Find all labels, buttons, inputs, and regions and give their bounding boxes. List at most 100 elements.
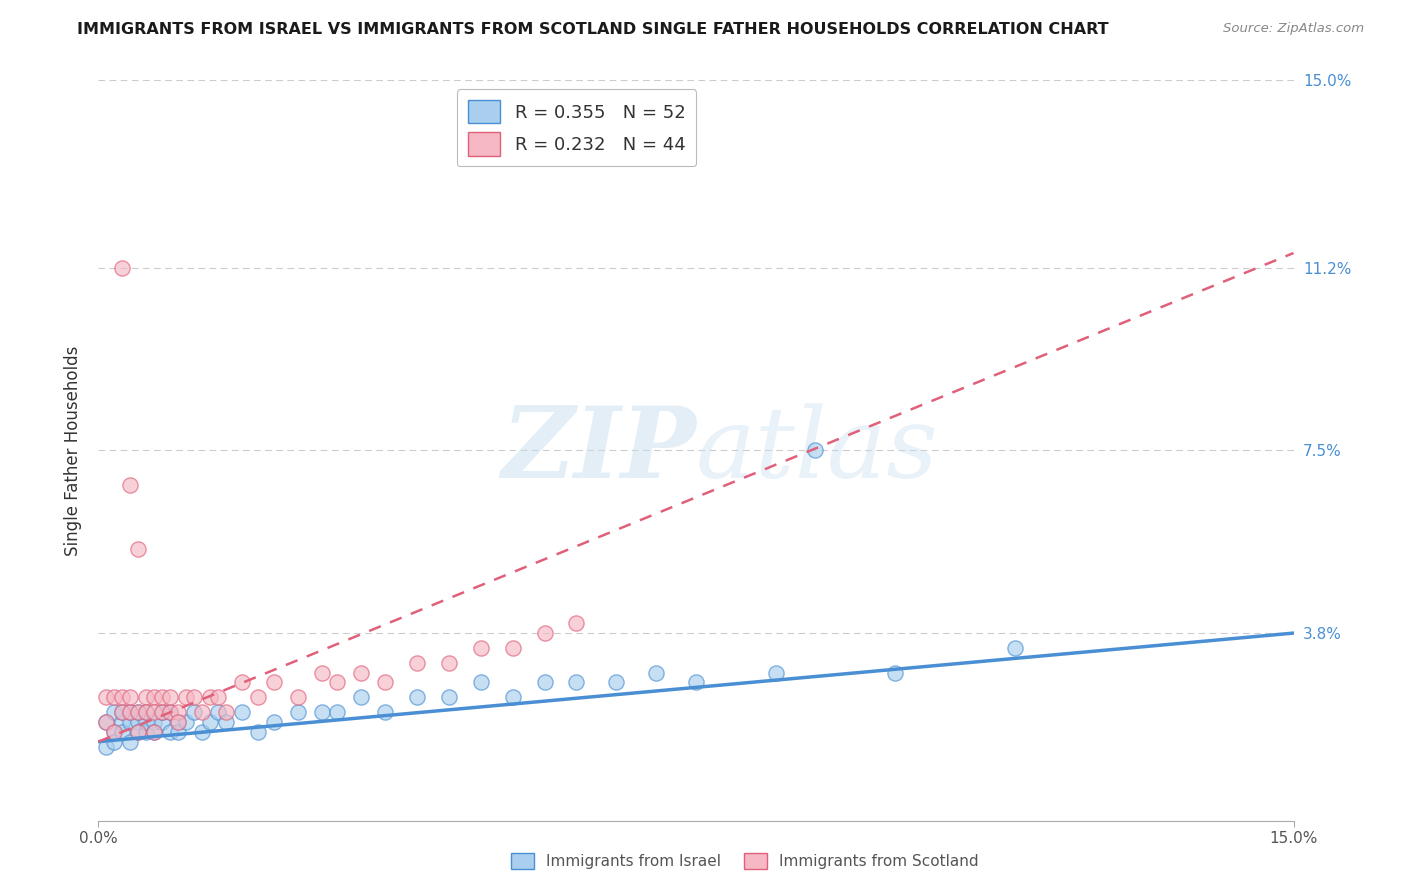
Point [103,724,125,739]
Point [120,714,142,729]
Point [103,690,125,705]
Point [246,690,269,705]
Point [207,705,229,719]
Point [150,690,173,705]
Point [150,714,173,729]
Point [111,714,134,729]
Point [127,542,149,557]
Point [191,705,214,719]
Point [565,675,588,690]
Point [326,705,349,719]
Point [311,705,333,719]
Point [143,724,166,739]
Point [884,665,907,680]
Point [159,690,181,705]
Text: Source: ZipAtlas.com: Source: ZipAtlas.com [1223,22,1364,36]
Point [311,665,333,680]
Point [350,690,373,705]
Point [120,690,142,705]
Text: ZIP: ZIP [501,402,696,499]
Point [765,665,787,680]
Point [103,724,125,739]
Point [96,739,118,754]
Text: IMMIGRANTS FROM ISRAEL VS IMMIGRANTS FROM SCOTLAND SINGLE FATHER HOUSEHOLDS CORR: IMMIGRANTS FROM ISRAEL VS IMMIGRANTS FRO… [77,22,1109,37]
Point [127,724,149,739]
Point [374,705,396,719]
Point [263,675,285,690]
Point [159,705,181,719]
Point [437,690,460,705]
Point [685,675,707,690]
Point [143,724,166,739]
Point [406,656,429,670]
Point [143,690,166,705]
Point [533,626,555,640]
Point [437,656,460,670]
Point [127,724,149,739]
Point [120,705,142,719]
Point [103,734,125,748]
Point [174,690,197,705]
Point [150,705,173,719]
Point [143,705,166,719]
Point [231,675,253,690]
Point [159,705,181,719]
Point [96,714,118,729]
Point [111,724,134,739]
Legend: Immigrants from Israel, Immigrants from Scotland: Immigrants from Israel, Immigrants from … [505,847,986,875]
Point [198,690,221,705]
Point [150,705,173,719]
Point [111,690,134,705]
Legend: R = 0.355   N = 52, R = 0.232   N = 44: R = 0.355 N = 52, R = 0.232 N = 44 [457,89,696,167]
Point [470,640,492,655]
Point [111,260,134,275]
Point [231,705,253,719]
Point [120,705,142,719]
Point [207,690,229,705]
Point [502,640,524,655]
Point [287,690,309,705]
Point [135,705,157,719]
Point [174,714,197,729]
Point [167,724,190,739]
Point [406,690,429,705]
Point [502,690,524,705]
Point [191,724,214,739]
Point [565,616,588,631]
Point [645,665,668,680]
Point [804,443,827,458]
Point [135,724,157,739]
Point [326,675,349,690]
Point [605,675,627,690]
Point [111,705,134,719]
Point [143,714,166,729]
Point [135,690,157,705]
Point [215,705,238,719]
Point [103,705,125,719]
Point [533,675,555,690]
Y-axis label: Single Father Households: Single Father Households [63,345,82,556]
Point [350,665,373,680]
Point [183,690,205,705]
Point [1004,640,1026,655]
Point [183,705,205,719]
Point [127,714,149,729]
Point [167,714,190,729]
Point [167,705,190,719]
Point [96,714,118,729]
Point [287,705,309,719]
Point [374,675,396,690]
Point [111,705,134,719]
Point [127,705,149,719]
Point [96,690,118,705]
Point [135,705,157,719]
Point [167,714,190,729]
Point [215,714,238,729]
Point [470,675,492,690]
Point [246,724,269,739]
Text: atlas: atlas [696,403,939,498]
Point [120,734,142,748]
Point [127,705,149,719]
Point [135,714,157,729]
Point [263,714,285,729]
